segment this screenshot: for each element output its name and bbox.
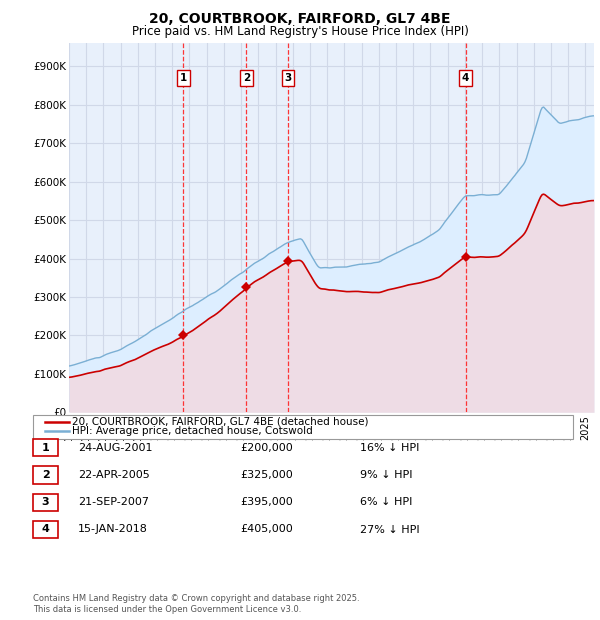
Text: 4: 4: [462, 73, 469, 83]
Text: 4: 4: [41, 525, 50, 534]
Text: Contains HM Land Registry data © Crown copyright and database right 2025.
This d: Contains HM Land Registry data © Crown c…: [33, 595, 359, 614]
Text: 24-AUG-2001: 24-AUG-2001: [78, 443, 152, 453]
Text: 3: 3: [284, 73, 292, 83]
Text: £325,000: £325,000: [240, 470, 293, 480]
Text: 9% ↓ HPI: 9% ↓ HPI: [360, 470, 413, 480]
Text: 16% ↓ HPI: 16% ↓ HPI: [360, 443, 419, 453]
Text: £405,000: £405,000: [240, 525, 293, 534]
Text: Price paid vs. HM Land Registry's House Price Index (HPI): Price paid vs. HM Land Registry's House …: [131, 25, 469, 38]
Text: HPI: Average price, detached house, Cotswold: HPI: Average price, detached house, Cots…: [72, 426, 313, 436]
Text: 2: 2: [42, 470, 49, 480]
Text: 27% ↓ HPI: 27% ↓ HPI: [360, 525, 419, 534]
Text: 22-APR-2005: 22-APR-2005: [78, 470, 150, 480]
Text: 15-JAN-2018: 15-JAN-2018: [78, 525, 148, 534]
Text: 1: 1: [42, 443, 49, 453]
Text: 3: 3: [42, 497, 49, 507]
Text: 20, COURTBROOK, FAIRFORD, GL7 4BE (detached house): 20, COURTBROOK, FAIRFORD, GL7 4BE (detac…: [72, 417, 368, 427]
Text: 21-SEP-2007: 21-SEP-2007: [78, 497, 149, 507]
Text: 1: 1: [180, 73, 187, 83]
Text: £200,000: £200,000: [240, 443, 293, 453]
Text: 20, COURTBROOK, FAIRFORD, GL7 4BE: 20, COURTBROOK, FAIRFORD, GL7 4BE: [149, 12, 451, 27]
Text: £395,000: £395,000: [240, 497, 293, 507]
Text: 6% ↓ HPI: 6% ↓ HPI: [360, 497, 412, 507]
Text: 2: 2: [243, 73, 250, 83]
